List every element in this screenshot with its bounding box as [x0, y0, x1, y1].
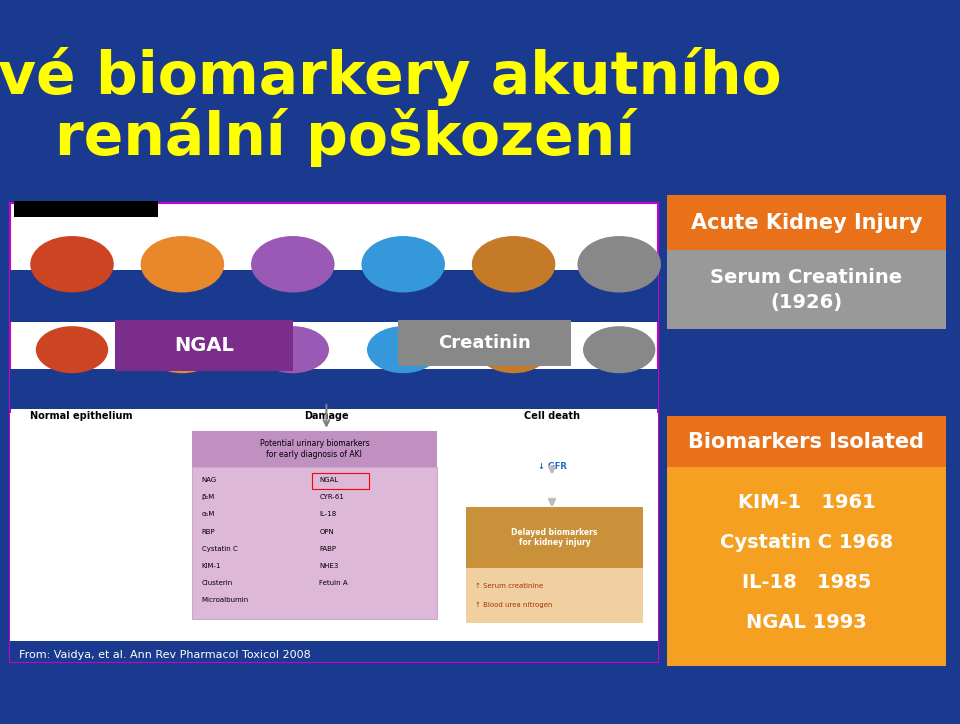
Text: Damage: Damage: [304, 411, 348, 421]
Ellipse shape: [252, 236, 334, 292]
Text: Normal epithelium: Normal epithelium: [31, 411, 132, 421]
Text: ↑ Serum creatinine: ↑ Serum creatinine: [475, 583, 543, 589]
FancyBboxPatch shape: [10, 413, 658, 662]
Text: From: Vaidya, et al. Ann Rev Pharmacol Toxicol 2008: From: Vaidya, et al. Ann Rev Pharmacol T…: [19, 650, 311, 660]
Text: Clusterin: Clusterin: [202, 580, 233, 586]
Ellipse shape: [583, 327, 656, 374]
FancyBboxPatch shape: [667, 250, 946, 329]
Text: Cystatin C: Cystatin C: [202, 546, 237, 552]
Text: Acute Kidney Injury: Acute Kidney Injury: [690, 213, 923, 232]
Ellipse shape: [367, 327, 440, 374]
Text: β₂M: β₂M: [202, 494, 215, 500]
Text: NGAL 1993: NGAL 1993: [746, 613, 867, 632]
Text: Cell death: Cell death: [524, 411, 580, 421]
FancyBboxPatch shape: [192, 431, 437, 467]
Text: NGAL: NGAL: [320, 477, 339, 483]
Text: NHE3: NHE3: [320, 563, 339, 569]
FancyBboxPatch shape: [10, 369, 658, 409]
Text: IL-18   1985: IL-18 1985: [742, 573, 871, 592]
Text: FABP: FABP: [320, 546, 336, 552]
Text: RBP: RBP: [202, 529, 215, 534]
Text: Nové biomarkery akutního: Nové biomarkery akutního: [0, 46, 781, 106]
Ellipse shape: [256, 327, 329, 374]
Text: IL-18: IL-18: [320, 511, 337, 518]
Text: Potential urinary biomarkers
for early diagnosis of AKI: Potential urinary biomarkers for early d…: [259, 439, 370, 459]
Text: Cystatin C 1968: Cystatin C 1968: [720, 533, 893, 552]
Text: CYR-61: CYR-61: [320, 494, 345, 500]
Ellipse shape: [361, 236, 445, 292]
FancyBboxPatch shape: [115, 320, 293, 371]
FancyBboxPatch shape: [667, 467, 946, 666]
Ellipse shape: [146, 327, 219, 374]
Text: KIM-1   1961: KIM-1 1961: [737, 493, 876, 513]
FancyBboxPatch shape: [10, 203, 658, 662]
Ellipse shape: [472, 236, 555, 292]
Text: ↓ GFR: ↓ GFR: [538, 463, 566, 471]
Text: Fetuin A: Fetuin A: [320, 580, 348, 586]
Text: NAG: NAG: [202, 477, 217, 483]
Text: NGAL: NGAL: [174, 336, 234, 355]
Ellipse shape: [578, 236, 660, 292]
FancyBboxPatch shape: [667, 195, 946, 250]
FancyBboxPatch shape: [192, 467, 437, 619]
Ellipse shape: [30, 236, 114, 292]
Text: Creatinin: Creatinin: [439, 334, 531, 352]
Text: Biomarkers Isolated: Biomarkers Isolated: [688, 432, 924, 452]
FancyBboxPatch shape: [466, 507, 643, 568]
Text: α₁M: α₁M: [202, 511, 215, 518]
Text: Delayed biomarkers
for kidney injury: Delayed biomarkers for kidney injury: [512, 528, 597, 547]
Text: renální poškození: renální poškození: [56, 108, 636, 167]
FancyBboxPatch shape: [398, 320, 571, 366]
Text: ↑ Blood urea nitrogen: ↑ Blood urea nitrogen: [475, 602, 553, 608]
Text: Serum Creatinine
(1926): Serum Creatinine (1926): [710, 268, 902, 311]
FancyBboxPatch shape: [10, 270, 658, 322]
Ellipse shape: [140, 236, 225, 292]
FancyBboxPatch shape: [14, 201, 158, 217]
Ellipse shape: [36, 327, 108, 374]
FancyBboxPatch shape: [667, 416, 946, 467]
Text: Microalbumin: Microalbumin: [202, 597, 249, 603]
Text: KIM-1: KIM-1: [202, 563, 221, 569]
Text: OPN: OPN: [320, 529, 334, 534]
Ellipse shape: [477, 327, 550, 374]
FancyBboxPatch shape: [10, 641, 658, 662]
FancyBboxPatch shape: [466, 568, 643, 623]
